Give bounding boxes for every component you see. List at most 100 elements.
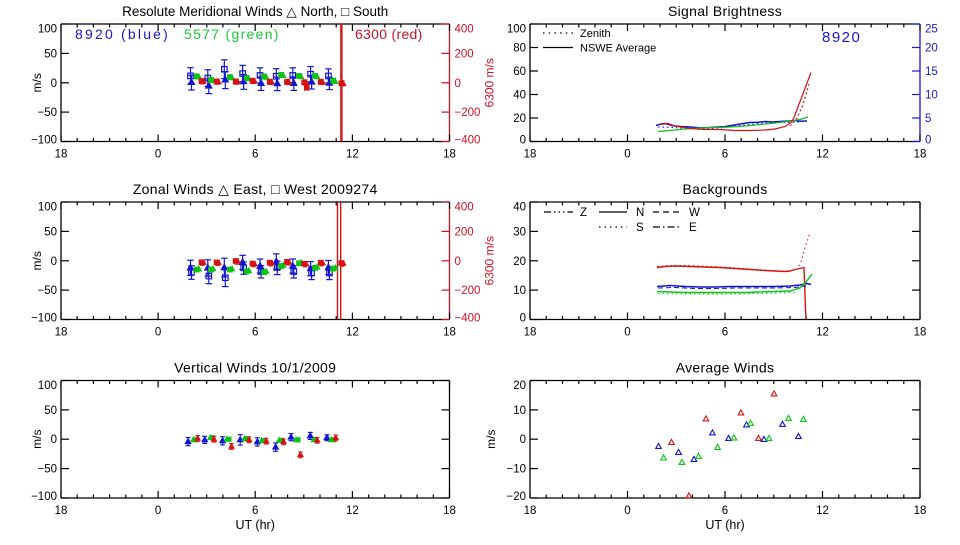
svg-text:Average Winds: Average Winds	[676, 360, 775, 376]
svg-text:UT (hr): UT (hr)	[705, 518, 744, 532]
svg-text:18: 18	[914, 505, 927, 517]
svg-text:−100: −100	[31, 135, 57, 147]
svg-text:6: 6	[722, 327, 728, 339]
svg-text:100: 100	[507, 24, 526, 36]
svg-text:10: 10	[513, 405, 526, 417]
svg-text:6300 (red): 6300 (red)	[355, 26, 423, 42]
svg-text:0: 0	[624, 149, 630, 161]
svg-text:15: 15	[925, 66, 938, 78]
svg-text:5577 (green): 5577 (green)	[184, 26, 280, 42]
svg-text:N: N	[636, 207, 644, 219]
svg-text:0: 0	[155, 149, 161, 161]
svg-text:18: 18	[914, 149, 927, 161]
svg-text:100: 100	[38, 202, 57, 214]
svg-text:200: 200	[455, 226, 474, 238]
svg-text:100: 100	[38, 24, 57, 36]
svg-text:−200: −200	[455, 107, 481, 119]
svg-text:0: 0	[155, 327, 161, 339]
svg-text:50: 50	[44, 48, 57, 60]
svg-text:12: 12	[346, 327, 359, 339]
svg-text:6: 6	[722, 149, 728, 161]
svg-text:18: 18	[55, 149, 68, 161]
svg-text:12: 12	[346, 149, 359, 161]
svg-text:−100: −100	[31, 313, 57, 325]
svg-text:−50: −50	[37, 107, 57, 119]
svg-text:18: 18	[524, 505, 537, 517]
svg-text:50: 50	[44, 405, 57, 417]
svg-text:10: 10	[925, 90, 938, 102]
svg-text:5: 5	[925, 113, 931, 125]
svg-text:−200: −200	[455, 285, 481, 297]
svg-text:6300 m/s: 6300 m/s	[483, 58, 497, 107]
svg-text:m/s: m/s	[30, 251, 44, 270]
svg-text:Signal Brightness: Signal Brightness	[668, 3, 782, 19]
svg-text:−50: −50	[37, 464, 57, 476]
svg-text:60: 60	[513, 66, 526, 78]
svg-text:6: 6	[252, 505, 258, 517]
svg-text:100: 100	[38, 380, 57, 392]
svg-text:12: 12	[816, 327, 829, 339]
svg-text:Resolute Meridional Winds △: Resolute Meridional Winds △ North, □ Sou…	[122, 4, 388, 19]
svg-text:m/s: m/s	[484, 430, 498, 449]
svg-text:Z: Z	[580, 207, 587, 219]
svg-text:6300 m/s: 6300 m/s	[483, 236, 497, 285]
svg-text:6: 6	[252, 327, 258, 339]
svg-text:20: 20	[513, 113, 526, 125]
svg-text:20: 20	[513, 256, 526, 268]
svg-text:8920: 8920	[822, 29, 861, 46]
svg-text:m/s: m/s	[30, 430, 44, 449]
svg-text:0: 0	[51, 78, 57, 90]
svg-text:8920 (blue): 8920 (blue)	[75, 26, 170, 42]
svg-text:m/s: m/s	[30, 73, 44, 92]
svg-text:0: 0	[51, 434, 57, 446]
svg-text:400: 400	[455, 202, 474, 214]
svg-text:0: 0	[624, 505, 630, 517]
svg-text:18: 18	[55, 505, 68, 517]
svg-text:0: 0	[155, 505, 161, 517]
svg-text:18: 18	[524, 327, 537, 339]
svg-text:12: 12	[816, 149, 829, 161]
svg-text:0: 0	[925, 135, 931, 147]
svg-text:200: 200	[455, 48, 474, 60]
svg-text:0: 0	[520, 135, 526, 147]
svg-text:0: 0	[455, 256, 461, 268]
svg-text:Backgrounds: Backgrounds	[682, 181, 767, 197]
svg-text:−50: −50	[37, 285, 57, 297]
svg-text:12: 12	[816, 505, 829, 517]
svg-text:18: 18	[443, 149, 456, 161]
svg-text:−400: −400	[455, 313, 481, 325]
svg-text:−400: −400	[455, 135, 481, 147]
svg-text:25: 25	[925, 24, 938, 36]
svg-text:20: 20	[925, 43, 938, 55]
svg-text:6: 6	[722, 505, 728, 517]
svg-text:0: 0	[624, 327, 630, 339]
svg-text:18: 18	[55, 327, 68, 339]
svg-text:−100: −100	[31, 491, 57, 503]
svg-text:Zonal Winds △ East, □ West: Zonal Winds △ East, □ West 2009274	[133, 181, 378, 197]
svg-text:40: 40	[513, 202, 526, 214]
svg-text:0: 0	[520, 313, 526, 325]
svg-text:18: 18	[443, 327, 456, 339]
svg-text:30: 30	[513, 226, 526, 238]
svg-text:−20: −20	[506, 491, 526, 503]
svg-text:S: S	[636, 222, 644, 234]
svg-text:0: 0	[455, 78, 461, 90]
svg-text:0: 0	[520, 434, 526, 446]
svg-text:0: 0	[51, 256, 57, 268]
svg-text:50: 50	[44, 226, 57, 238]
svg-text:18: 18	[443, 505, 456, 517]
svg-text:18: 18	[914, 327, 927, 339]
svg-text:40: 40	[513, 90, 526, 102]
svg-text:−10: −10	[506, 464, 526, 476]
svg-text:400: 400	[455, 24, 474, 36]
svg-text:E: E	[689, 222, 697, 234]
svg-text:UT (hr): UT (hr)	[236, 518, 275, 532]
svg-text:Zenith: Zenith	[580, 28, 611, 40]
svg-text:6: 6	[252, 149, 258, 161]
svg-text:12: 12	[346, 505, 359, 517]
svg-text:NSWE Average: NSWE Average	[580, 43, 656, 55]
svg-text:10: 10	[513, 285, 526, 297]
svg-text:W: W	[689, 207, 700, 219]
svg-text:Vertical Winds 10/1/2009: Vertical Winds 10/1/2009	[174, 360, 336, 376]
svg-text:80: 80	[513, 43, 526, 55]
